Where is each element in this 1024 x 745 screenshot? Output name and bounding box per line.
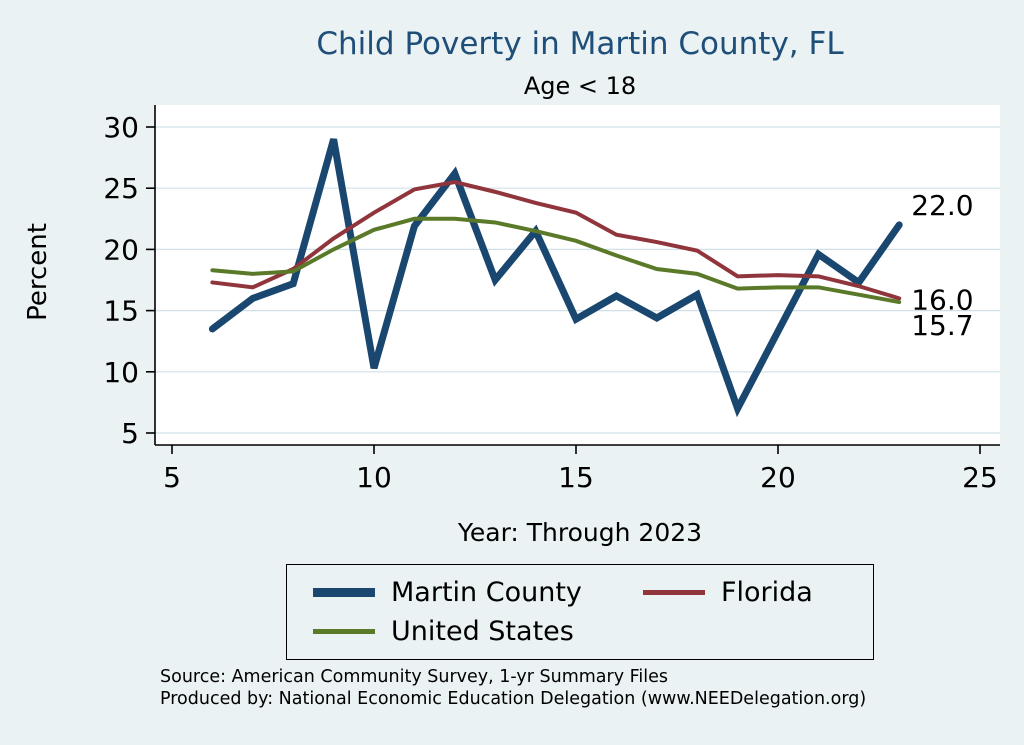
legend-label-martin-county: Martin County bbox=[391, 577, 582, 608]
svg-text:20: 20 bbox=[760, 461, 796, 494]
legend-item-florida: Florida bbox=[643, 577, 847, 608]
line-chart: 5 10 15 20 25 30 5 10 15 20 25 22.0 16.015.7 bbox=[103, 105, 1000, 494]
svg-text:15.7: 15.7 bbox=[911, 309, 973, 342]
x-axis-label: Year: Through 2023 bbox=[457, 518, 703, 547]
legend-item-united-states: United States bbox=[313, 616, 643, 647]
svg-text:30: 30 bbox=[103, 111, 139, 144]
legend-label-florida: Florida bbox=[721, 577, 813, 608]
chart-title: Child Poverty in Martin County, FL bbox=[316, 26, 844, 62]
svg-text:10: 10 bbox=[103, 356, 139, 389]
svg-text:22.0: 22.0 bbox=[911, 189, 973, 222]
chart-subtitle: Age < 18 bbox=[523, 72, 637, 100]
source-line-2: Produced by: National Economic Education… bbox=[160, 689, 867, 709]
svg-text:25: 25 bbox=[103, 172, 139, 205]
svg-text:16.0: 16.0 bbox=[911, 283, 973, 316]
legend-swatch-florida bbox=[643, 590, 705, 595]
legend: Martin County Florida United States bbox=[286, 564, 874, 660]
source-line-1: Source: American Community Survey, 1-yr … bbox=[160, 667, 669, 687]
svg-text:15: 15 bbox=[558, 461, 594, 494]
legend-label-united-states: United States bbox=[391, 616, 574, 647]
y-axis-label: Percent bbox=[23, 223, 53, 321]
svg-text:5: 5 bbox=[121, 417, 139, 450]
svg-text:5: 5 bbox=[163, 461, 181, 494]
legend-swatch-united-states bbox=[313, 629, 375, 634]
legend-item-martin-county: Martin County bbox=[313, 577, 643, 608]
svg-text:15: 15 bbox=[103, 295, 139, 328]
legend-swatch-martin-county bbox=[313, 588, 375, 597]
svg-text:25: 25 bbox=[962, 461, 998, 494]
svg-text:10: 10 bbox=[356, 461, 392, 494]
source-note: Source: American Community Survey, 1-yr … bbox=[160, 666, 866, 710]
svg-text:20: 20 bbox=[103, 233, 139, 266]
